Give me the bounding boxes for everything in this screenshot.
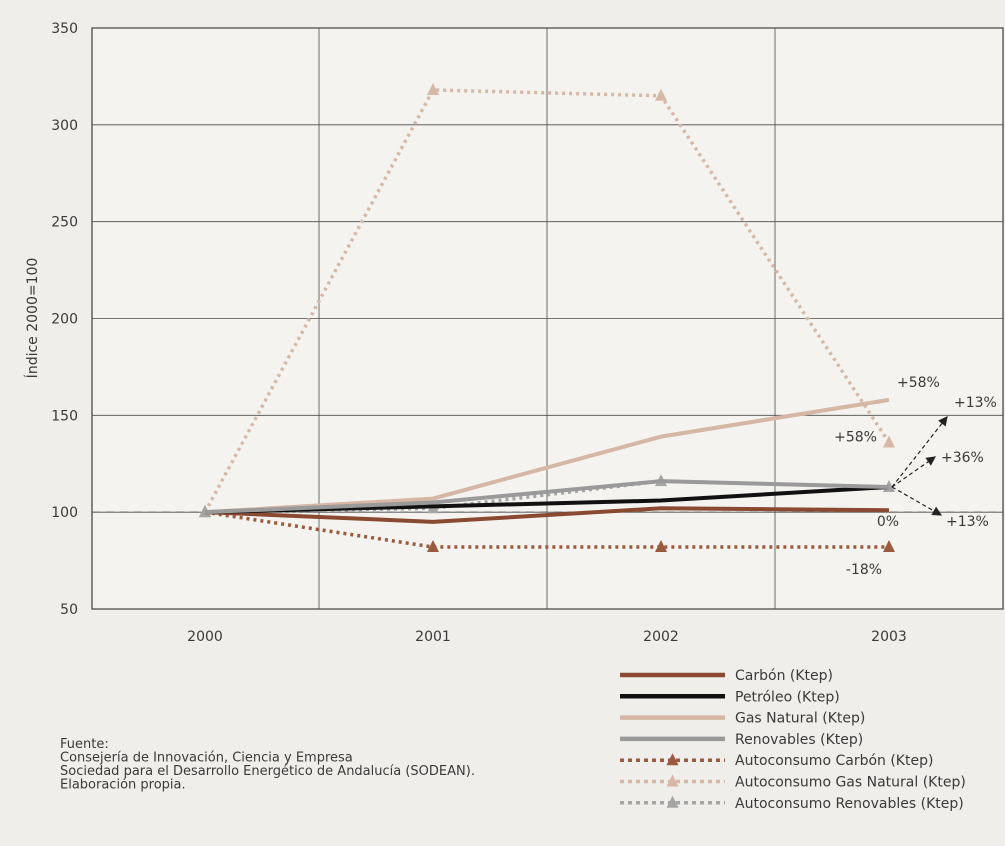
legend-label: Petróleo (Ktep) xyxy=(735,689,840,705)
legend: Carbón (Ktep) Petróleo (Ktep) Gas Natural … xyxy=(620,668,966,812)
legend-marker xyxy=(666,774,679,787)
y-tick-label: 300 xyxy=(51,118,78,134)
series-0-line xyxy=(204,506,890,524)
annotation-label: +58% xyxy=(897,375,940,391)
annotation-label: +36% xyxy=(941,450,984,466)
source-line: Consejería de Innovación, Ciencia y Empr… xyxy=(60,751,353,766)
legend-label: Renovables (Ktep) xyxy=(735,732,863,748)
legend-marker xyxy=(666,753,679,766)
series-4-marker xyxy=(883,540,895,553)
annotation-label: +13% xyxy=(946,514,989,530)
annotations: +58% +58% +13% +36% +13% 0% -18% xyxy=(834,375,997,578)
x-tick-label: 2003 xyxy=(871,629,907,645)
series-4-marker xyxy=(427,540,439,553)
legend-label: Autoconsumo Carbón (Ktep) xyxy=(735,753,933,769)
annotation-arrow xyxy=(891,416,948,488)
series-5-marker xyxy=(883,435,895,448)
legend-item: Autoconsumo Gas Natural (Ktep) xyxy=(620,774,966,791)
annotation-label: -18% xyxy=(846,562,882,578)
annotation-arrow xyxy=(891,486,943,516)
legend-item: Autoconsumo Renovables (Ktep) xyxy=(620,795,964,812)
y-axis-label: Índice 2000=100 xyxy=(24,258,41,379)
legend-label: Autoconsumo Renovables (Ktep) xyxy=(735,796,964,812)
legend-item: Gas Natural (Ktep) xyxy=(620,711,865,727)
series-3-line xyxy=(204,479,890,515)
legend-item: Renovables (Ktep) xyxy=(620,732,863,748)
legend-item: Carbón (Ktep) xyxy=(620,668,833,684)
annotation-label: 0% xyxy=(877,514,899,530)
source-line: Fuente: xyxy=(60,737,109,752)
source-line: Sociedad para el Desarrollo Energético d… xyxy=(60,764,475,779)
series-group xyxy=(199,82,895,553)
annotation-arrow xyxy=(891,456,936,488)
series-5-line xyxy=(203,88,891,513)
y-tick-label: 50 xyxy=(60,602,78,618)
annotation-arrows xyxy=(891,416,948,516)
series-4-marker xyxy=(655,540,667,553)
grid xyxy=(91,27,1004,610)
annotation-label: +58% xyxy=(834,429,877,445)
legend-item: Petróleo (Ktep) xyxy=(620,689,840,705)
legend-label: Carbón (Ktep) xyxy=(735,668,833,684)
x-tick-label: 2000 xyxy=(187,629,223,645)
y-tick-label: 100 xyxy=(51,505,78,521)
source-line: Elaboración propia. xyxy=(60,778,186,793)
y-tick-label: 250 xyxy=(51,215,78,231)
series-5-marker xyxy=(655,88,667,101)
y-tick-label: 200 xyxy=(51,312,78,328)
x-tick-label: 2002 xyxy=(643,629,679,645)
y-tick-label: 350 xyxy=(51,21,78,37)
series-5-marker xyxy=(427,82,439,95)
legend-marker xyxy=(666,795,679,808)
x-tick-label: 2001 xyxy=(415,629,451,645)
legend-label: Gas Natural (Ktep) xyxy=(735,711,865,727)
legend-label: Autoconsumo Gas Natural (Ktep) xyxy=(735,775,966,791)
source-note: Fuente:Consejería de Innovación, Ciencia… xyxy=(60,737,475,793)
legend-item: Autoconsumo Carbón (Ktep) xyxy=(620,753,933,769)
series-4-line xyxy=(204,510,889,549)
tick-labels: 50 100 150 200 250 300 350 2000 2001 2002 2003 xyxy=(51,21,907,645)
annotation-label: +13% xyxy=(954,395,997,411)
y-tick-label: 150 xyxy=(51,408,78,424)
